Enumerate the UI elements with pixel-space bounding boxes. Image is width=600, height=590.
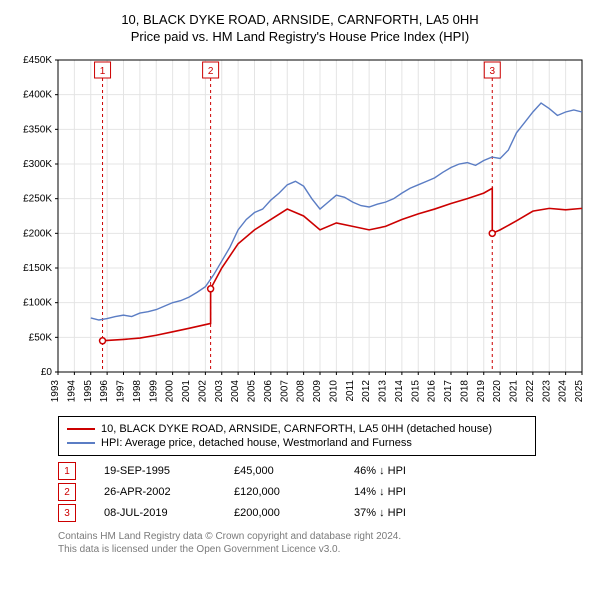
svg-text:1997: 1997 <box>116 380 127 403</box>
svg-text:2000: 2000 <box>165 380 176 403</box>
marker-price: £200,000 <box>234 507 354 519</box>
marker-price: £120,000 <box>234 486 354 498</box>
chart-title-1: 10, BLACK DYKE ROAD, ARNSIDE, CARNFORTH,… <box>10 12 590 27</box>
svg-text:£50K: £50K <box>29 332 53 343</box>
svg-text:£100K: £100K <box>23 298 52 309</box>
svg-text:2002: 2002 <box>197 380 208 403</box>
svg-text:2012: 2012 <box>361 380 372 403</box>
svg-text:£0: £0 <box>41 367 53 378</box>
svg-text:2017: 2017 <box>443 380 454 403</box>
svg-text:£200K: £200K <box>23 228 52 239</box>
marker-date: 08-JUL-2019 <box>104 507 234 519</box>
chart-container: 10, BLACK DYKE ROAD, ARNSIDE, CARNFORTH,… <box>0 0 600 566</box>
legend-box: 10, BLACK DYKE ROAD, ARNSIDE, CARNFORTH,… <box>58 416 536 456</box>
svg-text:2011: 2011 <box>345 380 356 402</box>
marker-badge: 2 <box>58 483 76 501</box>
marker-table: 1 19-SEP-1995 £45,000 46% ↓ HPI 2 26-APR… <box>58 462 580 522</box>
marker-date: 19-SEP-1995 <box>104 465 234 477</box>
chart-plot: £0 £50K £100K £150K £200K £250K £300K £350K £400… <box>10 52 590 412</box>
svg-text:2020: 2020 <box>492 380 503 403</box>
svg-text:2003: 2003 <box>214 380 225 403</box>
svg-text:2001: 2001 <box>181 380 192 403</box>
svg-text:1998: 1998 <box>132 380 143 403</box>
svg-text:£450K: £450K <box>23 55 52 66</box>
svg-text:1: 1 <box>100 66 106 77</box>
footer-line: Contains HM Land Registry data © Crown c… <box>58 530 580 543</box>
marker-delta: 14% ↓ HPI <box>354 486 454 498</box>
svg-text:2005: 2005 <box>247 380 258 403</box>
legend-row: HPI: Average price, detached house, West… <box>67 437 527 449</box>
legend-swatch <box>67 442 95 444</box>
svg-text:3: 3 <box>489 66 495 77</box>
svg-text:2023: 2023 <box>541 380 552 403</box>
svg-text:2021: 2021 <box>509 380 520 403</box>
legend-label: 10, BLACK DYKE ROAD, ARNSIDE, CARNFORTH,… <box>101 423 492 435</box>
svg-text:2022: 2022 <box>525 380 536 403</box>
svg-text:2019: 2019 <box>476 380 487 403</box>
svg-text:2009: 2009 <box>312 380 323 403</box>
svg-text:£250K: £250K <box>23 194 52 205</box>
svg-text:£350K: £350K <box>23 124 52 135</box>
svg-text:2008: 2008 <box>296 380 307 403</box>
svg-text:2014: 2014 <box>394 380 405 403</box>
svg-text:2025: 2025 <box>574 380 585 403</box>
svg-text:2016: 2016 <box>427 380 438 403</box>
chart-title-2: Price paid vs. HM Land Registry's House … <box>10 29 590 44</box>
svg-text:2007: 2007 <box>279 380 290 403</box>
footer: Contains HM Land Registry data © Crown c… <box>58 530 580 556</box>
svg-text:2006: 2006 <box>263 380 274 403</box>
marker-row: 2 26-APR-2002 £120,000 14% ↓ HPI <box>58 483 580 501</box>
chart-svg: £0 £50K £100K £150K £200K £250K £300K £350K £400… <box>10 52 590 412</box>
svg-text:1993: 1993 <box>50 380 61 403</box>
svg-text:1994: 1994 <box>66 380 77 403</box>
marker-row: 3 08-JUL-2019 £200,000 37% ↓ HPI <box>58 504 580 522</box>
svg-text:£300K: £300K <box>23 159 52 170</box>
legend-label: HPI: Average price, detached house, West… <box>101 437 412 449</box>
svg-text:2018: 2018 <box>459 380 470 403</box>
footer-line: This data is licensed under the Open Gov… <box>58 543 580 556</box>
svg-text:1995: 1995 <box>83 380 94 403</box>
marker-delta: 46% ↓ HPI <box>354 465 454 477</box>
svg-text:£400K: £400K <box>23 90 52 101</box>
svg-text:2: 2 <box>208 66 214 77</box>
svg-text:2013: 2013 <box>378 380 389 403</box>
marker-price: £45,000 <box>234 465 354 477</box>
marker-date: 26-APR-2002 <box>104 486 234 498</box>
svg-text:2015: 2015 <box>410 380 421 403</box>
marker-row: 1 19-SEP-1995 £45,000 46% ↓ HPI <box>58 462 580 480</box>
svg-text:2024: 2024 <box>558 380 569 403</box>
legend-row: 10, BLACK DYKE ROAD, ARNSIDE, CARNFORTH,… <box>67 423 527 435</box>
svg-text:£150K: £150K <box>23 263 52 274</box>
svg-text:1999: 1999 <box>148 380 159 403</box>
marker-badge: 3 <box>58 504 76 522</box>
svg-text:1996: 1996 <box>99 380 110 403</box>
legend-swatch <box>67 428 95 430</box>
marker-badge: 1 <box>58 462 76 480</box>
svg-text:2010: 2010 <box>328 380 339 403</box>
marker-delta: 37% ↓ HPI <box>354 507 454 519</box>
svg-text:2004: 2004 <box>230 380 241 403</box>
